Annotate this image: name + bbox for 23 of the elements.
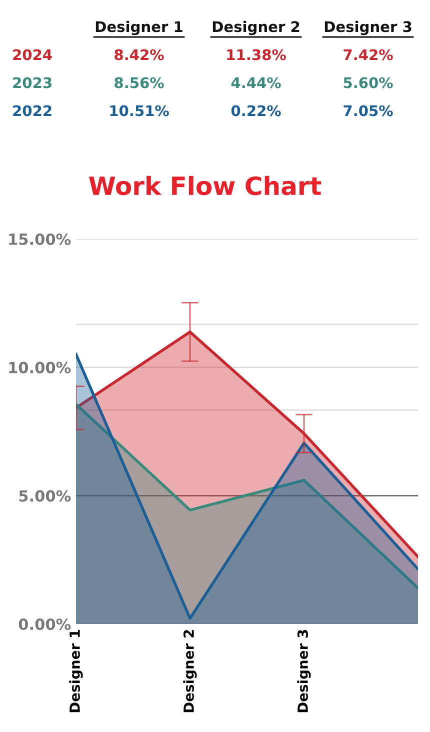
category-label: Designer 2	[212, 20, 300, 36]
text: 7.42%	[344, 49, 393, 60]
text: 2023	[13, 77, 52, 88]
category-label: Designer 3	[324, 20, 412, 36]
text: 2022	[13, 105, 52, 116]
text: 5.60%	[344, 77, 393, 88]
y-tick-label: 5.00%	[19, 490, 71, 502]
x-tick-label: Designer 3	[297, 630, 311, 712]
x-tick-label: Designer 2	[183, 630, 197, 712]
y-tick-label: 0.00%	[18, 618, 71, 630]
chart-title: Work Flow Chart	[89, 176, 322, 196]
text: 11.38%	[227, 49, 286, 60]
text: 2024	[13, 49, 52, 60]
text: 7.05%	[344, 105, 393, 116]
y-tick-label: 15.00%	[9, 233, 71, 246]
text: 8.56%	[114, 77, 164, 88]
y-tick-label: 10.00%	[9, 362, 71, 374]
text: 4.44%	[231, 77, 281, 88]
text: 10.51%	[110, 105, 169, 116]
text: 8.42%	[114, 49, 164, 60]
text: 0.22%	[231, 105, 281, 116]
category-label: Designer 1	[96, 20, 182, 36]
x-tick-label: Designer 1	[69, 630, 83, 712]
